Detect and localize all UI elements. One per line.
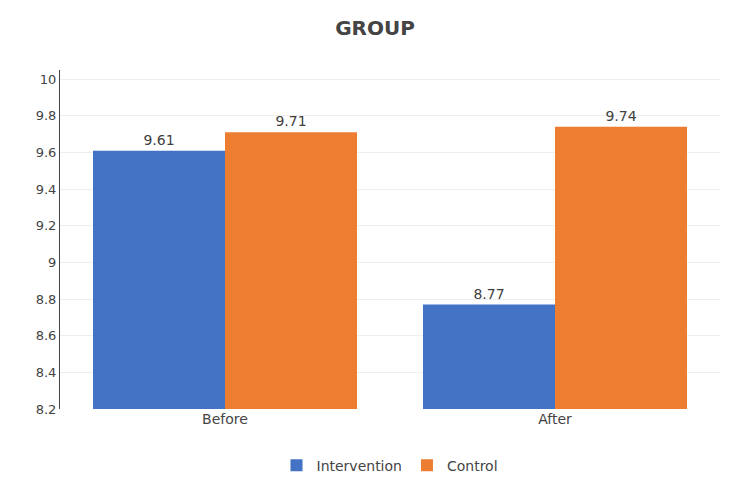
svg-text:After: After (538, 411, 572, 427)
svg-text:9.4: 9.4 (36, 182, 57, 197)
svg-text:Before: Before (202, 411, 248, 427)
svg-text:8.8: 8.8 (36, 292, 57, 307)
svg-text:Intervention: Intervention (317, 458, 402, 474)
svg-text:8.77: 8.77 (473, 286, 504, 302)
svg-text:8.2: 8.2 (36, 402, 57, 417)
svg-text:8.4: 8.4 (36, 365, 57, 380)
svg-text:Control: Control (447, 458, 498, 474)
svg-text:9.8: 9.8 (36, 108, 57, 123)
svg-text:9.61: 9.61 (143, 132, 174, 148)
svg-text:8.6: 8.6 (36, 328, 57, 343)
svg-text:9.74: 9.74 (605, 108, 636, 124)
svg-text:9.2: 9.2 (36, 218, 57, 233)
svg-text:9.6: 9.6 (36, 145, 57, 160)
svg-text:10: 10 (40, 72, 57, 87)
svg-text:9.71: 9.71 (275, 113, 306, 129)
svg-text:9: 9 (48, 255, 56, 270)
svg-text:GROUP: GROUP (335, 16, 415, 40)
